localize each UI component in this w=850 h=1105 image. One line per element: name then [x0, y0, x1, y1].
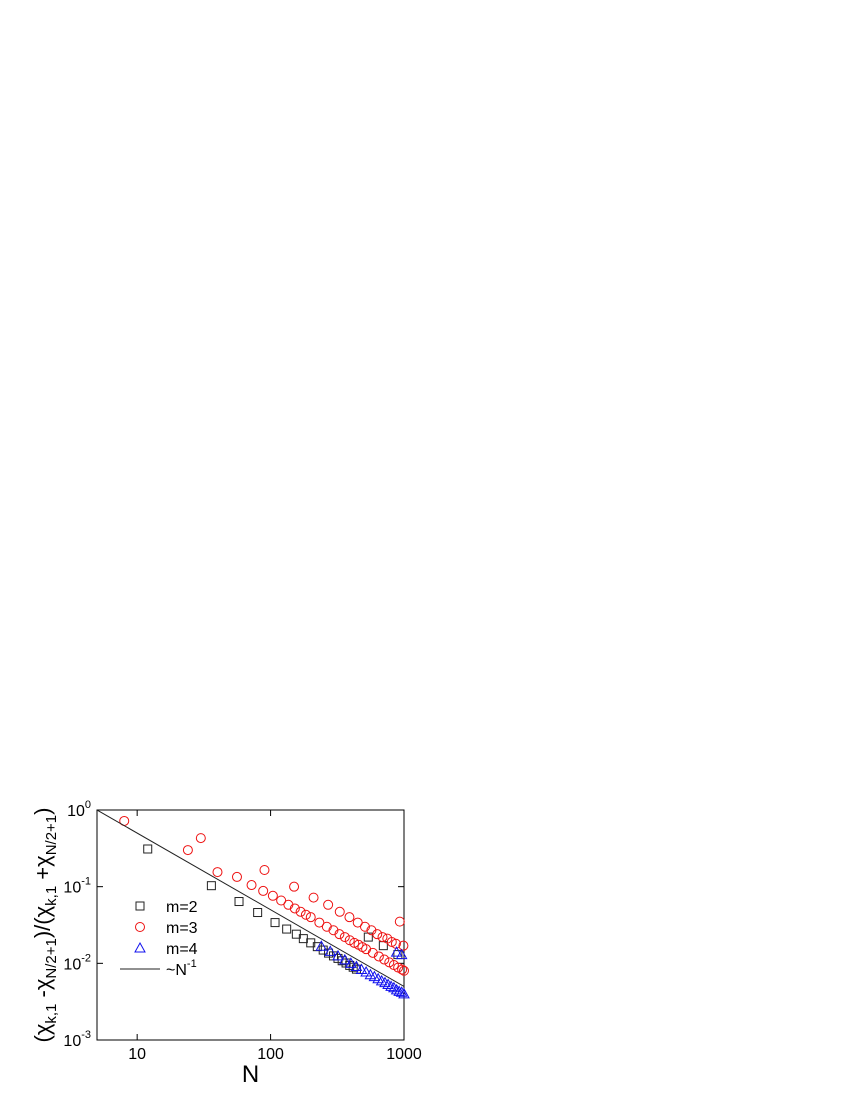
legend-label: m=3	[166, 920, 198, 937]
square-marker	[253, 908, 263, 918]
y-axis-label-part: N/2+1	[43, 815, 60, 855]
circle-marker	[367, 947, 378, 958]
triangle-marker	[385, 980, 397, 991]
circle-marker	[289, 881, 300, 892]
triangle-marker	[390, 983, 403, 995]
circle-marker	[397, 964, 408, 975]
square-marker	[363, 932, 373, 942]
circle-marker	[321, 921, 332, 932]
triangle-marker	[350, 960, 363, 971]
legend-marker	[135, 901, 145, 911]
circle-marker	[305, 912, 316, 923]
circle-marker	[289, 903, 300, 914]
triangle-marker	[338, 953, 351, 965]
circle-marker	[394, 916, 405, 927]
triangle-marker	[315, 940, 328, 951]
triangle-marker	[390, 946, 403, 957]
circle-marker	[339, 932, 350, 943]
circle-marker	[359, 921, 370, 932]
circle-marker	[377, 932, 388, 943]
triangle-marker	[355, 963, 368, 975]
square-marker	[143, 844, 153, 854]
plot-frame	[96, 809, 405, 1041]
triangle-marker	[324, 945, 337, 956]
circle-marker	[323, 899, 334, 910]
y-tick-label: 10-1	[63, 876, 91, 897]
square-marker	[282, 924, 292, 934]
circle-marker	[212, 867, 223, 878]
circle-marker	[258, 885, 269, 896]
legend-label: m=4	[166, 941, 198, 958]
triangle-marker	[395, 948, 408, 960]
triangle-marker	[398, 987, 410, 999]
y-axis-label-part: )/(χ	[30, 905, 55, 938]
fit-line	[97, 810, 404, 987]
legend-marker	[134, 941, 146, 953]
triangle-marker	[395, 986, 408, 997]
circle-marker	[195, 833, 206, 844]
circle-marker	[334, 929, 345, 940]
legend-label: m=2	[166, 899, 198, 916]
y-axis-label-part: )	[30, 808, 55, 815]
y-axis-label-part: (χ	[30, 1023, 55, 1042]
circle-marker	[398, 940, 409, 951]
circle-marker	[373, 951, 384, 962]
y-axis-label-part: N/2+1	[43, 938, 60, 978]
square-marker	[206, 881, 216, 891]
triangle-marker	[379, 976, 391, 988]
circle-marker	[344, 912, 355, 923]
circle-marker	[399, 965, 409, 976]
y-tick-label: 10-2	[63, 952, 91, 973]
y-axis-label-part: k,1	[43, 1004, 60, 1024]
circle-marker	[267, 890, 278, 901]
circle-marker	[231, 871, 242, 882]
triangle-marker	[393, 985, 406, 996]
circle-marker	[283, 899, 294, 910]
circle-marker	[295, 906, 306, 917]
triangle-marker	[375, 974, 388, 986]
y-axis-label-part: k,1	[43, 886, 60, 906]
y-axis-label-part: -χ	[30, 978, 55, 1003]
triangle-marker	[388, 981, 400, 993]
triangle-marker	[332, 949, 344, 961]
y-axis-label: (χk,1 -χN/2+1)/(χk,1 +χN/2+1)	[30, 808, 60, 1043]
y-tick-label: 100	[67, 799, 91, 820]
circle-marker	[334, 906, 345, 917]
y-tick-label: 10-3	[63, 1029, 91, 1050]
circle-marker	[314, 917, 325, 928]
x-tick-label: 10	[128, 1046, 146, 1063]
triangle-marker	[382, 978, 394, 989]
triangle-marker	[345, 957, 357, 968]
circle-marker	[259, 864, 270, 875]
y-axis-label-part: +χ	[30, 855, 55, 886]
legend-marker	[135, 922, 145, 932]
square-marker	[234, 897, 244, 907]
circle-marker	[182, 845, 193, 856]
circle-marker	[300, 909, 311, 920]
circle-marker	[246, 880, 257, 891]
square-marker	[270, 918, 280, 928]
x-tick-label: 1000	[386, 1046, 422, 1063]
circle-marker	[276, 895, 287, 906]
circle-marker	[372, 929, 383, 940]
x-axis-label: N	[242, 1061, 259, 1088]
circle-marker	[308, 892, 319, 903]
triangle-marker	[360, 966, 372, 977]
legend-label: ~N-1	[166, 958, 197, 979]
circle-marker	[379, 954, 390, 965]
x-tick-label: 100	[257, 1046, 284, 1063]
